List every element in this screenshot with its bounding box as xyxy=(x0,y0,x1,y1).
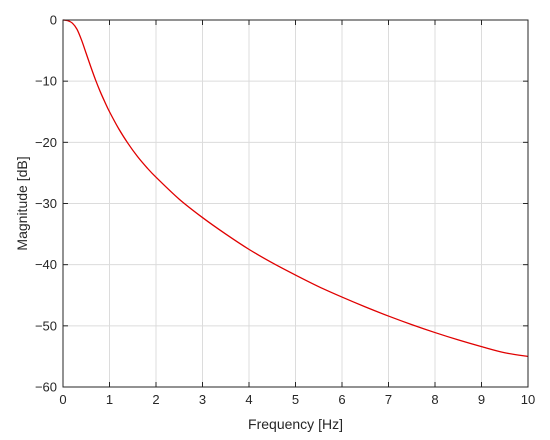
x-tick-label: 6 xyxy=(338,392,345,407)
y-axis-label: Magnitude [dB] xyxy=(14,156,30,250)
series-layer xyxy=(62,19,529,358)
x-tick-label: 2 xyxy=(152,392,159,407)
x-tick-label: 10 xyxy=(521,392,535,407)
y-tick-label: −60 xyxy=(35,380,57,395)
y-ticks: 0 −10 −20 −30 −40 −50 −60 xyxy=(35,13,528,395)
y-tick-label: −40 xyxy=(35,257,57,272)
x-tick-label: 3 xyxy=(199,392,206,407)
x-tick-label: 4 xyxy=(245,392,252,407)
y-tick-label: −20 xyxy=(35,135,57,150)
x-tick-label: 9 xyxy=(478,392,485,407)
x-axis-label: Frequency [Hz] xyxy=(248,416,343,432)
x-tick-label: 7 xyxy=(385,392,392,407)
x-ticks: 0 1 2 3 4 5 6 7 8 9 10 xyxy=(59,20,535,407)
y-tick-label: −30 xyxy=(35,196,57,211)
y-tick-label: −50 xyxy=(35,318,57,333)
y-tick-label: −10 xyxy=(35,74,57,89)
x-tick-label: 1 xyxy=(106,392,113,407)
x-tick-label: 0 xyxy=(59,392,66,407)
x-tick-label: 8 xyxy=(431,392,438,407)
y-tick-label: 0 xyxy=(50,13,57,28)
series-line xyxy=(62,19,529,358)
x-tick-label: 5 xyxy=(292,392,299,407)
